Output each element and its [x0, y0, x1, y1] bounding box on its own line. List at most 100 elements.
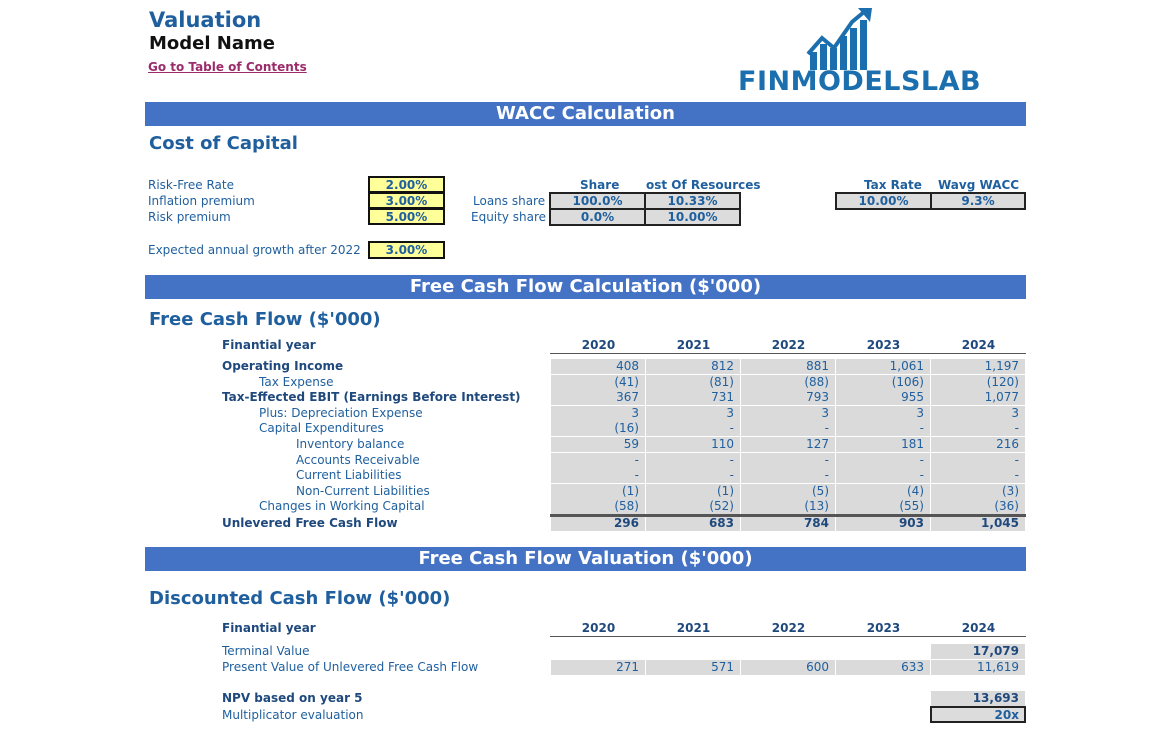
fcf-value-cell: 731 — [646, 390, 740, 406]
fcf-value-cell: 3 — [836, 405, 930, 421]
fcf-year-header: 2024 — [961, 338, 996, 352]
risk-free-label: Risk-Free Rate — [148, 178, 234, 192]
fcf-value-cell: 3 — [551, 405, 645, 421]
multiplicator-label: Multiplicator evaluation — [222, 708, 364, 722]
fcf-value-cell: (106) — [836, 374, 930, 390]
fcf-value-cell: 812 — [646, 359, 740, 374]
pv-cell: 571 — [646, 660, 740, 675]
fcf-value-cell: 1,077 — [931, 390, 1025, 406]
toc-link[interactable]: Go to Table of Contents — [148, 60, 307, 74]
fcf-value-cell: (52) — [646, 499, 740, 515]
dcf-year-label: Finantial year — [222, 621, 316, 635]
fcf-value-cell: - — [646, 452, 740, 468]
equity-share-cell: 0.0% — [549, 208, 646, 226]
fcf-value-cell: - — [741, 468, 835, 484]
fcf-value-cell: (88) — [741, 374, 835, 390]
risk-premium-input[interactable]: 5.00% — [368, 208, 445, 225]
cost-header: ost Of Resources — [646, 178, 761, 192]
fcf-value-cell: 903 — [836, 516, 930, 531]
fcf-value-cell: 3 — [646, 405, 740, 421]
growth-input[interactable]: 3.00% — [368, 241, 445, 259]
pv-cell: 633 — [836, 660, 930, 675]
fcf-value-cell: 3 — [741, 405, 835, 421]
fcf-value-cell: (55) — [836, 499, 930, 515]
fcf-value-cell: - — [646, 421, 740, 437]
fcf-value-cell: 296 — [551, 516, 645, 531]
pv-cell: 600 — [741, 660, 835, 675]
fcf-value-cell: (5) — [741, 483, 835, 499]
fcf-value-cell: (1) — [551, 483, 645, 499]
fcf-year-header: 2022 — [771, 338, 806, 352]
fcf-row-label: Non-Current Liabilities — [296, 483, 430, 498]
fcf-value-cell: 881 — [741, 359, 835, 374]
fcf-value-cell: - — [836, 468, 930, 484]
fcf-value-cell: - — [551, 452, 645, 468]
fcf-value-cell: 784 — [741, 516, 835, 531]
model-name: Model Name — [149, 33, 275, 54]
growth-label: Expected annual growth after 2022 — [148, 243, 361, 257]
fcf-row-label: Unlevered Free Cash Flow — [222, 516, 398, 530]
fcf-value-cell: 955 — [836, 390, 930, 406]
fcf-value-cell: 59 — [551, 437, 645, 452]
fcf-total-rule — [550, 514, 1026, 517]
pv-cell: 11,619 — [931, 660, 1025, 675]
wacc-section-bar: WACC Calculation — [145, 102, 1026, 126]
fcf-value-cell: (58) — [551, 499, 645, 515]
fcf-value-cell: (16) — [551, 421, 645, 437]
dcf-year-header: 2023 — [866, 621, 901, 635]
fcf-title: Free Cash Flow ($'000) — [149, 309, 381, 330]
fcf-value-cell: (41) — [551, 374, 645, 390]
fcf-value-cell: 3 — [931, 405, 1025, 421]
pv-cell: 271 — [551, 660, 645, 675]
terminal-value-cell: 17,079 — [931, 644, 1025, 659]
fcf-value-cell: - — [931, 452, 1025, 468]
pv-label: Present Value of Unlevered Free Cash Flo… — [222, 660, 479, 674]
tax-rate-cell: 10.00% — [835, 192, 932, 210]
risk-free-input[interactable]: 2.00% — [368, 176, 445, 193]
fcf-value-cell: 408 — [551, 359, 645, 374]
fcf-value-cell: (13) — [741, 499, 835, 515]
fcf-section-bar: Free Cash Flow Calculation ($'000) — [145, 275, 1026, 299]
fcf-value-cell: - — [741, 452, 835, 468]
fcf-value-cell: - — [646, 468, 740, 484]
tax-rate-header: Tax Rate — [864, 178, 922, 192]
wacc-header: Wavg WACC — [938, 178, 1020, 192]
fcf-value-cell: 793 — [741, 390, 835, 406]
equity-cost-cell: 10.00% — [644, 208, 741, 226]
fcf-value-cell: 181 — [836, 437, 930, 452]
fcf-value-cell: - — [931, 421, 1025, 437]
dcf-header-rule — [550, 636, 1026, 637]
fcf-value-cell: (36) — [931, 499, 1025, 515]
fcf-value-cell: (4) — [836, 483, 930, 499]
fcf-row-label: Tax Expense — [259, 374, 334, 389]
fcf-value-cell: - — [931, 468, 1025, 484]
fcf-value-cell: (81) — [646, 374, 740, 390]
dcf-year-header: 2020 — [581, 621, 616, 635]
fcf-row-label: Plus: Depreciation Expense — [259, 405, 423, 420]
fcf-value-cell: - — [551, 468, 645, 484]
multiplicator-cell: 20x — [930, 706, 1026, 723]
fcf-row-label: Capital Expenditures — [259, 421, 384, 436]
fcf-value-cell: (120) — [931, 374, 1025, 390]
fcf-value-cell: 127 — [741, 437, 835, 452]
inflation-label: Inflation premium — [148, 194, 255, 208]
npv-cell: 13,693 — [931, 691, 1025, 706]
fcf-value-cell: 216 — [931, 437, 1025, 452]
fcf-row-label: Current Liabilities — [296, 468, 402, 483]
fcf-year-header: 2021 — [676, 338, 711, 352]
dcf-title: Discounted Cash Flow ($'000) — [149, 588, 451, 609]
fcf-year-label: Finantial year — [222, 338, 316, 352]
dcf-year-header: 2024 — [961, 621, 996, 635]
fcf-row-label: Changes in Working Capital — [259, 499, 425, 514]
terminal-value-label: Terminal Value — [222, 644, 310, 658]
fcf-row-label: Operating Income — [222, 359, 344, 373]
fcf-value-cell: 1,061 — [836, 359, 930, 374]
page-title: Valuation — [149, 8, 262, 32]
cost-of-capital-title: Cost of Capital — [149, 133, 298, 154]
fcf-value-cell: 367 — [551, 390, 645, 406]
dcf-year-header: 2022 — [771, 621, 806, 635]
fcf-value-cell: 110 — [646, 437, 740, 452]
inflation-input[interactable]: 3.00% — [368, 192, 445, 209]
logo-chart-icon — [806, 8, 872, 70]
fcf-year-header: 2023 — [866, 338, 901, 352]
